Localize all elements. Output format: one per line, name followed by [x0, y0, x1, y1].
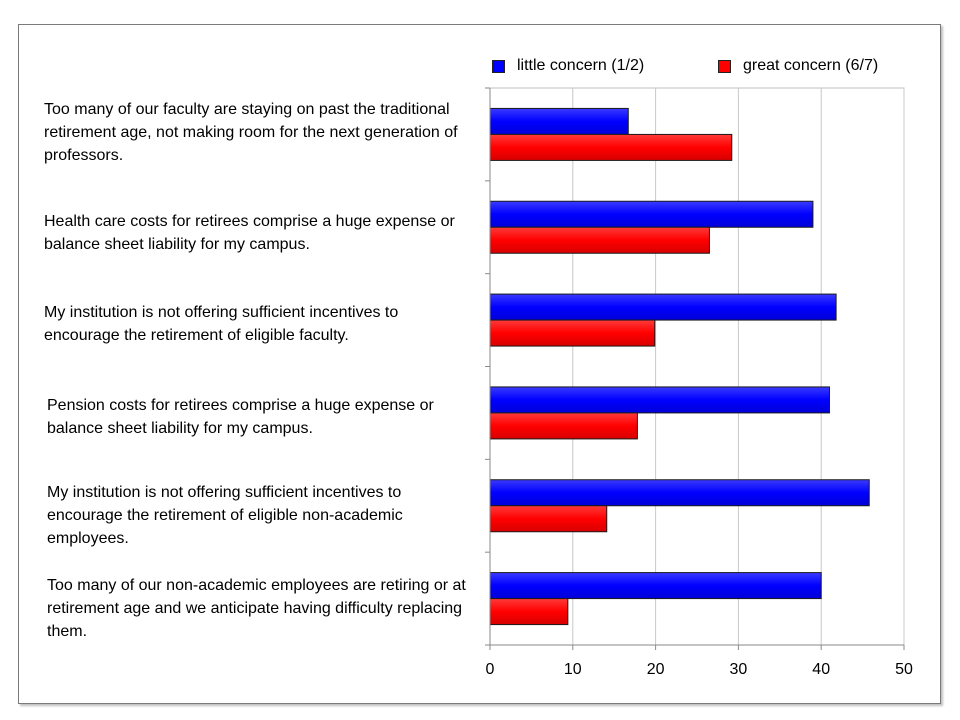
legend-label-great-concern: great concern (6/7): [743, 57, 879, 74]
plot-area: [489, 87, 905, 646]
category-label-1: Too many of our faculty are staying on p…: [44, 101, 458, 164]
bar-little-concern-3: [489, 293, 837, 321]
bar-great-concern-1: [489, 133, 733, 161]
x-tick-label-2: 20: [647, 661, 665, 678]
legend-swatch-red: [718, 59, 731, 73]
category-label-3: My institution is not offering sufficien…: [44, 304, 399, 344]
category-label-6: Too many of our non-academic employees a…: [47, 577, 466, 640]
x-tick-label-1: 10: [564, 661, 582, 678]
category-label-5: My institution is not offering sufficien…: [47, 484, 403, 547]
category-label-2: Health care costs for retirees comprise …: [44, 213, 455, 253]
bar-great-concern-3: [489, 319, 656, 347]
x-tick-label-3: 30: [730, 661, 748, 678]
bar-great-concern-2: [489, 226, 710, 254]
bar-little-concern-5: [489, 479, 870, 507]
legend-item-little-concern: little concern (1/2): [492, 57, 644, 75]
bar-little-concern-1: [489, 107, 629, 135]
bar-little-concern-4: [489, 386, 830, 414]
legend-item-great-concern: great concern (6/7): [718, 57, 878, 75]
legend-label-little-concern: little concern (1/2): [517, 57, 645, 74]
category-label-4: Pension costs for retirees comprise a hu…: [47, 397, 434, 437]
bar-little-concern-2: [489, 200, 814, 228]
legend-swatch-blue: [492, 59, 505, 73]
bar-great-concern-5: [489, 505, 608, 533]
x-tick-label-0: 0: [486, 661, 495, 678]
bar-great-concern-6: [489, 598, 569, 626]
bar-great-concern-4: [489, 412, 638, 440]
x-tick-label-5: 50: [895, 661, 913, 678]
x-tick-label-4: 40: [812, 661, 830, 678]
bar-little-concern-6: [489, 572, 822, 600]
